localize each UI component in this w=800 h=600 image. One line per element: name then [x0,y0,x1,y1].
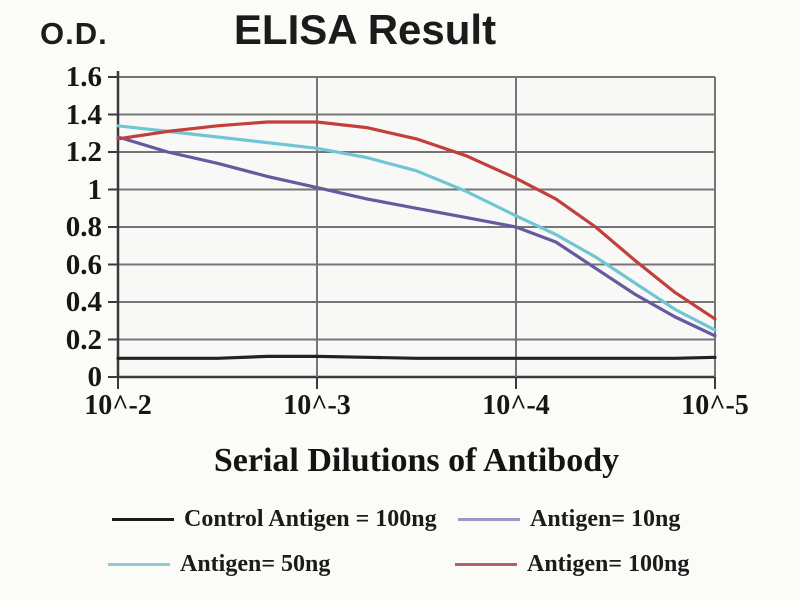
legend-item-control-antigen-100ng: Control Antigen = 100ng [112,504,437,534]
y-tick-label: 1.4 [65,98,102,131]
series-line-antigen-50ng [116,124,717,332]
plot-area [108,71,717,389]
y-tick-label: 0.6 [65,248,102,281]
y-tick-label: 1.2 [65,136,102,168]
x-axis-title: Serial Dilutions of Antibody [213,442,620,479]
legend-line-swatch [458,517,520,521]
legend-label: Antigen= 10ng [530,505,681,532]
legend-label: Antigen= 100ng [527,550,690,577]
legend-item-antigen-100ng: Antigen= 100ng [455,549,689,579]
x-tick-label: 10^-3 [283,390,351,421]
legend-line-swatch [455,562,517,566]
legend-item-antigen-10ng: Antigen= 10ng [458,504,680,534]
legend-label: Control Antigen = 100ng [184,505,437,532]
legend-label: Antigen= 50ng [180,550,331,577]
y-tick-label: 0.8 [65,211,102,243]
series-line-antigen-100ng [116,120,717,321]
y-axis-unit-label: O.D. [40,16,108,51]
y-tick-label: 0.2 [65,323,102,356]
legend-item-antigen-50ng: Antigen= 50ng [108,549,330,579]
legend-line-swatch [108,562,170,566]
y-tick-label: 0 [87,361,103,393]
x-tick-label: 10^-5 [681,390,749,421]
y-tick-label: 0.4 [65,286,102,318]
series-line-antigen-10ng [116,135,717,338]
x-tick-label: 10^-2 [84,390,152,421]
y-tick-label: 1.6 [65,61,102,93]
y-tick-label: 1 [87,173,103,206]
series-line-control-antigen-100ng [116,354,717,360]
chart-title: ELISA Result [233,6,497,53]
x-tick-label: 10^-4 [482,390,550,421]
legend-line-swatch [112,517,174,521]
